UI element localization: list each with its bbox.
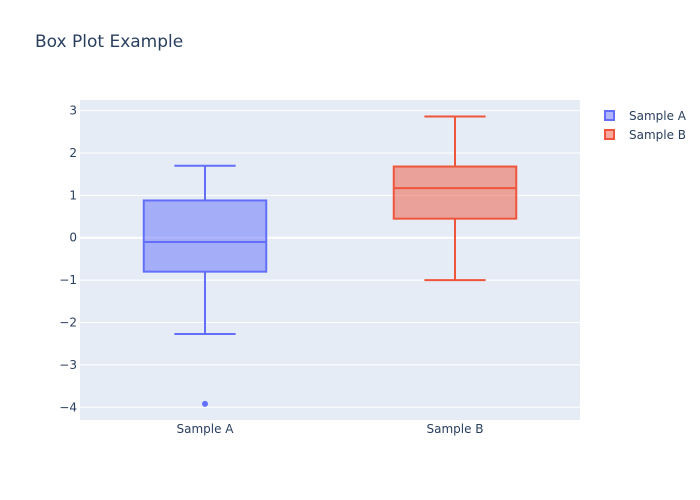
legend-item-sample-b[interactable]: Sample B xyxy=(604,125,686,144)
legend-item-sample-a[interactable]: Sample A xyxy=(604,106,686,125)
y-tick-label: 3 xyxy=(69,104,77,118)
box-trace-sample-b[interactable] xyxy=(392,115,518,282)
legend-swatch-sample-a xyxy=(604,110,615,121)
y-axis-ticks: 3 2 1 0 −1 −2 −3 −4 xyxy=(59,104,77,415)
y-tick-label: −4 xyxy=(59,400,77,414)
iqr-box[interactable] xyxy=(392,165,518,220)
outlier-point[interactable] xyxy=(202,400,208,407)
x-tick-label: Sample B xyxy=(426,422,483,436)
y-tick-label: 2 xyxy=(69,146,77,160)
legend-swatch-sample-b xyxy=(604,129,615,140)
y-tick-label: 0 xyxy=(69,231,77,245)
box-trace-sample-a[interactable] xyxy=(142,164,268,407)
x-axis-ticks: Sample A Sample B xyxy=(176,422,483,436)
gridlines xyxy=(80,110,580,408)
legend: Sample A Sample B xyxy=(604,106,686,144)
legend-label-sample-a: Sample A xyxy=(629,108,687,123)
iqr-box[interactable] xyxy=(142,199,268,273)
legend-label-sample-b: Sample B xyxy=(629,127,687,142)
y-tick-label: 1 xyxy=(69,188,77,202)
y-tick-label: −3 xyxy=(59,358,77,372)
x-tick-label: Sample A xyxy=(176,422,234,436)
y-tick-label: −1 xyxy=(59,273,77,287)
box-traces[interactable] xyxy=(142,115,518,407)
y-tick-label: −2 xyxy=(59,316,77,330)
chart-title: Box Plot Example xyxy=(35,32,184,52)
